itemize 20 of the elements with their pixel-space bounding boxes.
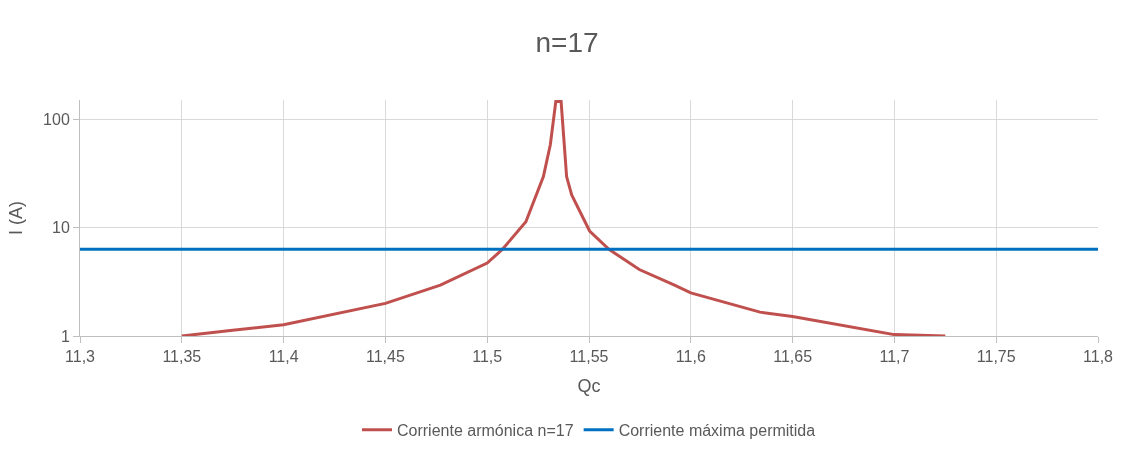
x-tick-label: 11,4	[268, 348, 299, 366]
legend-label: Corriente máxima permitida	[618, 421, 816, 439]
x-tick-label: 11,35	[162, 348, 202, 366]
x-tick-label: 11,65	[773, 348, 813, 366]
y-tick-label: 1	[60, 327, 70, 345]
x-tick-label: 11,7	[879, 348, 910, 366]
x-tick-label: 11,5	[472, 348, 503, 366]
y-tick-label: 10	[52, 219, 70, 237]
x-tick-label: 11,6	[675, 348, 706, 366]
x-tick-label: 11,8	[1083, 348, 1114, 366]
legend-label: Corriente armónica n=17	[397, 421, 574, 439]
x-tick-label: 11,3	[65, 348, 96, 366]
y-axis-title: I (A)	[6, 201, 27, 235]
x-tick-label: 11,55	[569, 348, 609, 366]
chart-title: n=17	[535, 26, 599, 58]
x-tick-label: 11,75	[976, 348, 1016, 366]
y-tick-label: 100	[43, 110, 70, 128]
line-series	[180, 100, 947, 336]
x-tick-label: 11,45	[365, 348, 405, 366]
x-axis-title: Qc	[577, 376, 601, 397]
